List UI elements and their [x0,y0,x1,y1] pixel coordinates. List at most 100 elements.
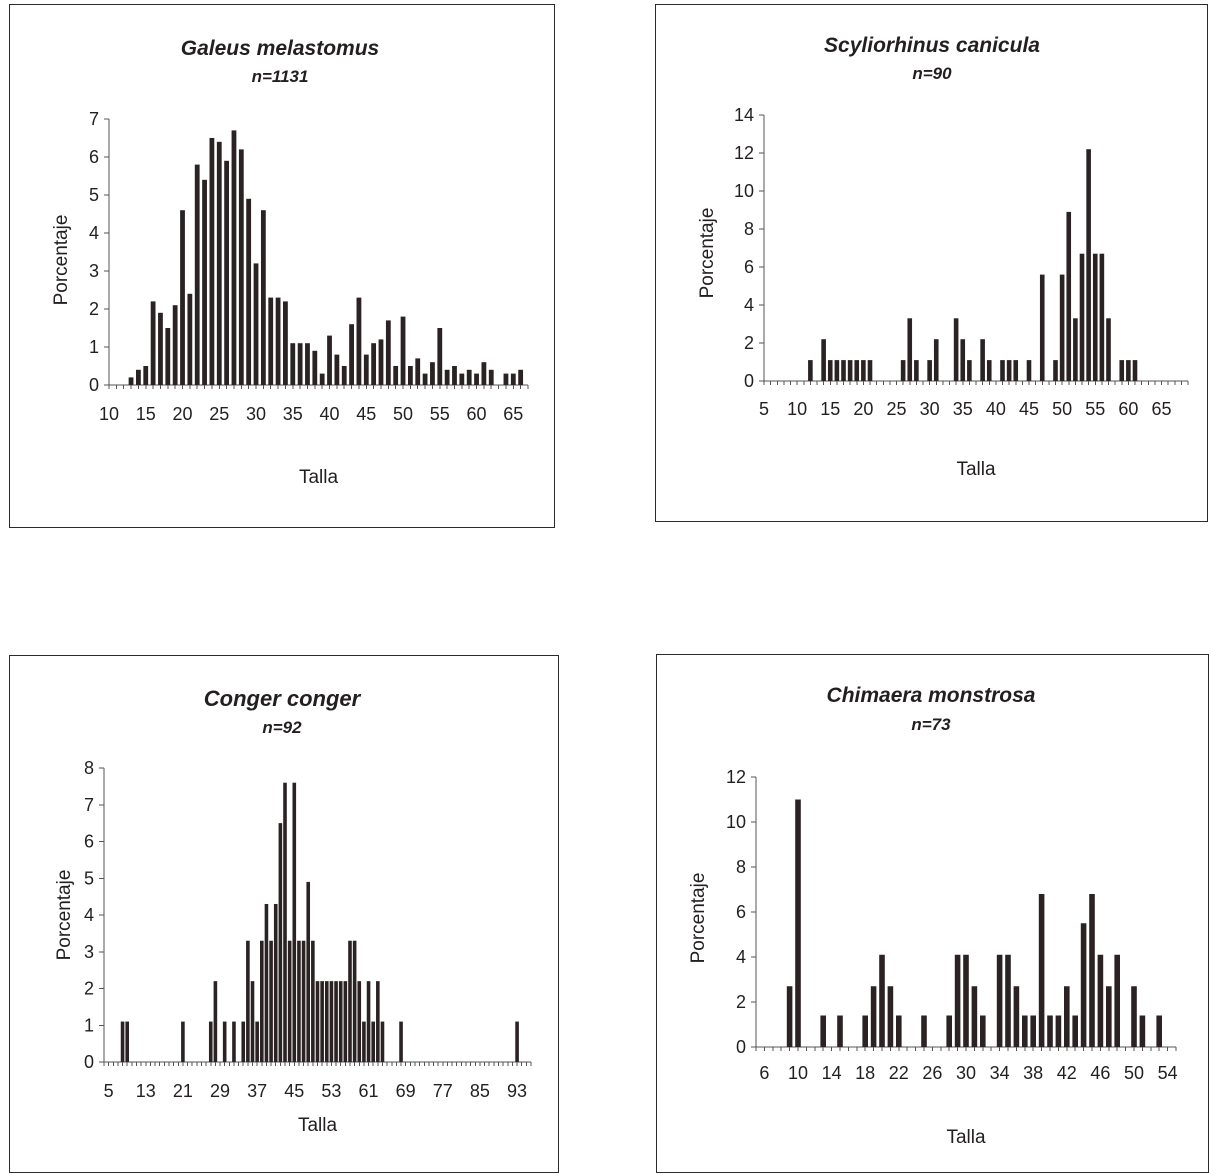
chart-title: Chimaera monstrosa [827,684,1036,707]
bar [1081,923,1087,1047]
x-tick-label: 45 [1019,399,1039,419]
x-tick-label: 69 [396,1081,416,1101]
x-tick-label: 55 [430,404,450,424]
bar [320,981,324,1062]
bar [1022,1016,1028,1048]
x-tick-label: 5 [759,399,769,419]
y-tick-label: 8 [744,219,754,239]
bar [1140,1016,1146,1048]
bar [261,210,266,385]
x-tick-label: 53 [321,1081,341,1101]
y-tick-label: 2 [84,979,94,999]
x-tick-label: 34 [990,1063,1010,1083]
x-tick-label: 30 [920,399,940,419]
bar [415,358,420,385]
bar [217,142,222,385]
bar [136,370,141,385]
bar [334,355,339,385]
bar [1156,1016,1162,1048]
bar [1066,212,1071,381]
y-tick-label: 6 [744,257,754,277]
y-tick-label: 3 [84,942,94,962]
bar [265,904,269,1062]
bar [181,1022,185,1062]
x-tick-label: 29 [210,1081,230,1101]
bar [1013,360,1018,381]
x-tick-label: 85 [470,1081,490,1101]
y-tick-label: 6 [84,832,94,852]
x-tick-label: 77 [433,1081,453,1101]
bar [511,374,516,385]
bar [357,981,361,1062]
bar [334,981,338,1062]
bar [927,360,932,381]
bar [158,313,163,385]
bar [871,986,877,1047]
y-tick-label: 0 [736,1037,746,1057]
bar [344,981,348,1062]
chart-subtitle: n=1131 [252,67,309,86]
y-tick-label: 4 [89,223,99,243]
bar [848,360,853,381]
bar [423,374,428,385]
x-tick-label: 13 [136,1081,156,1101]
bar [274,904,278,1062]
x-tick-label: 21 [173,1081,193,1101]
x-tick-label: 50 [393,404,413,424]
bar [1126,360,1131,381]
bar [1030,1016,1036,1048]
bar [1106,318,1111,381]
bar [1119,360,1124,381]
x-tick-label: 40 [320,404,340,424]
bar [353,941,357,1062]
bar [980,339,985,381]
bar [187,294,192,385]
bar [202,180,207,385]
bar [260,941,264,1062]
x-tick-label: 40 [986,399,1006,419]
bar [474,374,479,385]
x-tick-label: 14 [822,1063,842,1083]
bar [371,343,376,385]
bar [835,360,840,381]
bar [967,360,972,381]
bar [379,339,384,385]
x-tick-label: 15 [820,399,840,419]
bar [239,149,244,385]
bar [1089,894,1095,1047]
x-tick-label: 35 [283,404,303,424]
bar [1064,986,1070,1047]
x-axis-label: Talla [956,459,996,480]
x-axis-label: Talla [299,467,339,488]
chart-panel-scyliorhinus: Scyliorhinus canicula n=90 0 2 4 6 8 10 12 14 5 10 1… [655,4,1208,522]
x-tick-label: 30 [246,404,266,424]
bar [214,981,218,1062]
chart-panel-chimaera: Chimaera monstrosa n=73 0 2 4 6 8 10 12 6 10 14 18 22… [656,654,1209,1173]
bar [276,298,281,385]
bar [1000,360,1005,381]
y-tick-label: 0 [89,375,99,395]
bar [861,360,866,381]
x-tick-label: 65 [1151,399,1171,419]
bar [232,130,237,385]
bar [467,370,472,385]
bar [151,301,156,385]
x-tick-label: 38 [1023,1063,1043,1083]
bar [1005,955,1011,1047]
bar [268,298,273,385]
y-tick-label: 0 [84,1052,94,1072]
bar [320,374,325,385]
x-tick-label: 54 [1158,1063,1178,1083]
y-tick-label: 8 [736,857,746,877]
chart-subtitle: n=92 [262,718,302,737]
x-tick-label: 6 [759,1063,769,1083]
bar [362,1022,366,1062]
y-axis-label: Porcentaje [51,215,72,306]
bar [1007,360,1012,381]
bar [279,823,283,1062]
x-tick-label: 20 [172,404,192,424]
bar [408,366,413,385]
x-tick-label: 37 [247,1081,267,1101]
bar [960,339,965,381]
